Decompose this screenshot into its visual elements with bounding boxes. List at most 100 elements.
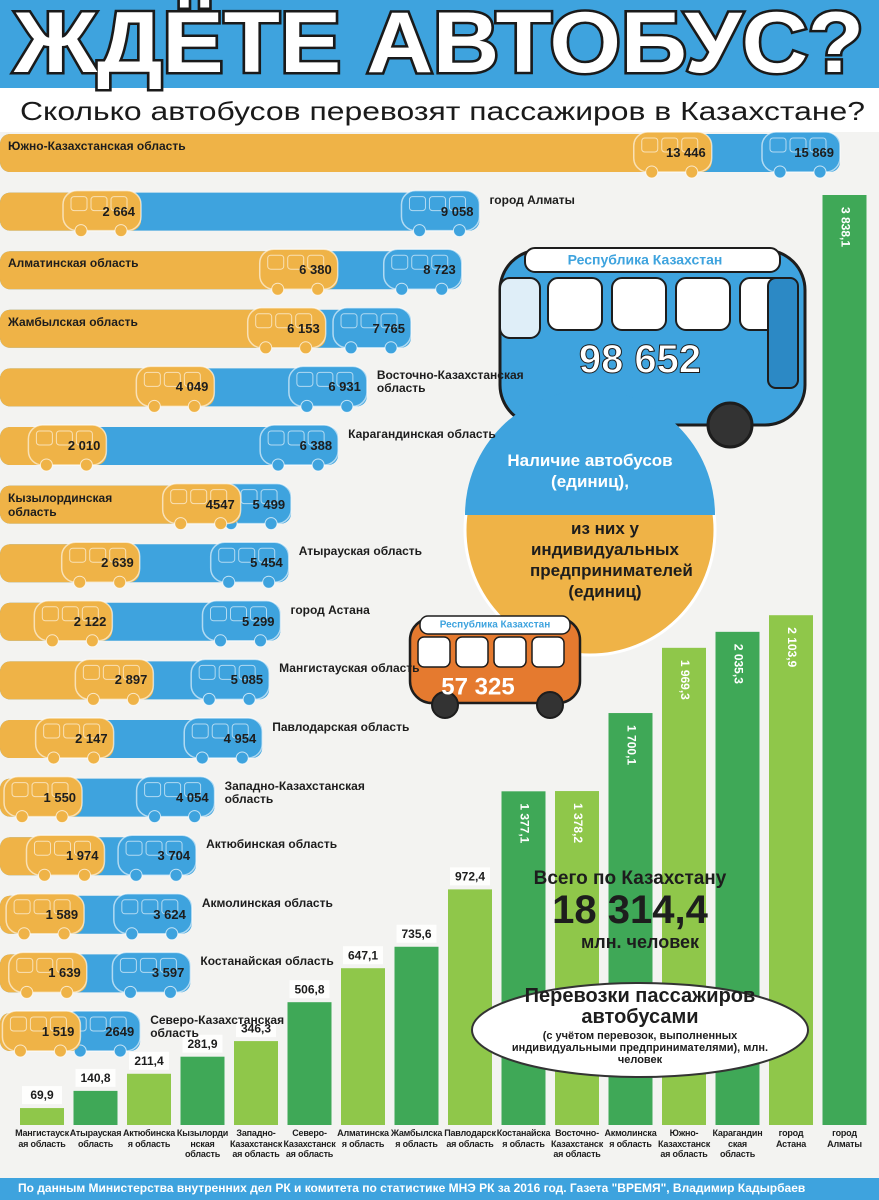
bus-wheel bbox=[300, 399, 314, 413]
legend-entry-individual: из них у индивидуальных предпринимателей… bbox=[530, 519, 693, 601]
value-label-box bbox=[396, 924, 437, 943]
bus-wheel bbox=[55, 810, 69, 824]
value-label: 2 035,3 bbox=[731, 644, 745, 684]
value-label: 2649 bbox=[105, 1024, 135, 1039]
bus-window bbox=[287, 254, 305, 270]
value-label-box bbox=[129, 1051, 169, 1070]
total-title: Всего по Казахстану bbox=[533, 868, 727, 889]
bar bbox=[448, 889, 492, 1125]
bus-window bbox=[231, 723, 249, 739]
bus-window bbox=[218, 547, 236, 563]
bus-decoration bbox=[3, 775, 83, 824]
bus-wheel bbox=[45, 634, 59, 648]
bus-window bbox=[143, 371, 161, 387]
bus-wheel bbox=[214, 517, 228, 531]
x-tick-label: Северо-Казахстанская область bbox=[283, 1128, 336, 1159]
bus-window bbox=[35, 430, 53, 446]
value-label-box bbox=[22, 1086, 62, 1105]
total-value: 18 314,4 bbox=[552, 888, 708, 932]
bus-wheel bbox=[222, 575, 236, 589]
category-label: Актюбинская область bbox=[206, 837, 338, 852]
bus-wheel bbox=[452, 224, 466, 238]
bus-wheel bbox=[53, 1044, 67, 1058]
bus-window bbox=[125, 840, 143, 856]
page-subtitle: Сколько автобусов перевозят пассажиров в… bbox=[20, 96, 865, 126]
bus-individual: Республика Казахстан 57 325 bbox=[408, 615, 582, 719]
category-label: Восточно-Казахстанская область bbox=[376, 368, 524, 396]
bus-window bbox=[238, 547, 256, 563]
bus-window bbox=[81, 606, 99, 622]
value-label: 2 664 bbox=[102, 203, 135, 219]
bus-window bbox=[295, 313, 313, 329]
bus-wheel bbox=[706, 401, 754, 449]
value-label: 4 049 bbox=[175, 379, 209, 395]
bus-wheel bbox=[123, 985, 137, 999]
x-tick-label: Акмолинская область bbox=[604, 1128, 657, 1149]
bus-decoration bbox=[259, 424, 339, 472]
bus-window bbox=[428, 196, 446, 212]
bus-wheel bbox=[77, 868, 91, 882]
bus-decoration bbox=[190, 658, 270, 706]
bus-wheel bbox=[536, 691, 564, 719]
bus-decoration bbox=[258, 248, 339, 296]
x-tick-label: город Астана bbox=[775, 1128, 807, 1149]
bus-window bbox=[119, 957, 137, 973]
bus-window bbox=[408, 196, 426, 212]
bus-roof bbox=[419, 615, 571, 635]
bus-decoration bbox=[135, 775, 216, 824]
category-label: Западно-Казахстанская область bbox=[224, 778, 365, 806]
bus-window bbox=[316, 371, 334, 387]
value-label: 2 897 bbox=[114, 672, 148, 688]
bar-individual bbox=[0, 134, 712, 172]
bus-window bbox=[51, 782, 69, 798]
category-label: Северо-Казахстанская область bbox=[150, 1013, 285, 1040]
bar bbox=[341, 968, 385, 1125]
value-label: 3 624 bbox=[153, 906, 186, 922]
bus-wheel bbox=[259, 341, 273, 355]
bus-window bbox=[70, 196, 88, 212]
subtitle-band bbox=[0, 88, 879, 132]
bus-window bbox=[33, 840, 51, 856]
category-label: Алматинская область bbox=[8, 256, 139, 271]
bus-window bbox=[336, 371, 354, 387]
bus-wheel bbox=[435, 282, 449, 296]
bus-window bbox=[89, 1016, 107, 1032]
bus-window bbox=[9, 1016, 27, 1032]
x-tick-label: город Алматы bbox=[827, 1128, 862, 1149]
value-label: 5 085 bbox=[230, 672, 264, 688]
bus-window bbox=[190, 489, 208, 505]
bus-window bbox=[165, 840, 183, 856]
bus-wheel bbox=[195, 751, 209, 765]
value-label: 735,6 bbox=[401, 927, 431, 941]
bus-window bbox=[307, 430, 325, 446]
bus-window bbox=[258, 547, 276, 563]
value-label: 3 838,1 bbox=[838, 207, 852, 247]
x-tick-label: Павлодарская область bbox=[444, 1128, 496, 1149]
bus-decoration bbox=[400, 189, 481, 238]
bus-wheel bbox=[645, 165, 659, 179]
bus-window bbox=[287, 430, 305, 446]
bus-window bbox=[161, 899, 179, 915]
x-tick-label: Южно-Казахстанская область bbox=[657, 1128, 711, 1159]
bus-window bbox=[41, 606, 59, 622]
value-label: 211,4 bbox=[134, 1054, 164, 1068]
bus-decoration bbox=[34, 717, 115, 765]
bus-wheel bbox=[299, 341, 313, 355]
bus-decoration bbox=[74, 658, 155, 706]
value-label: 1 519 bbox=[41, 1024, 75, 1039]
bus-wheel bbox=[264, 517, 278, 531]
x-tick-label: Кызылординская область bbox=[176, 1128, 229, 1159]
bus-decoration bbox=[161, 482, 242, 531]
bus-wheel bbox=[271, 458, 285, 472]
bus-window bbox=[63, 723, 81, 739]
category-label: Костанайская область bbox=[200, 954, 334, 969]
bus-wheel bbox=[79, 458, 93, 472]
total-unit: млн. человек bbox=[580, 932, 700, 952]
bus-wheel bbox=[163, 985, 177, 999]
bus-window bbox=[380, 313, 398, 329]
category-label: город Астана bbox=[290, 602, 370, 617]
category-label: Жамбылская область bbox=[8, 314, 138, 329]
bus-wheel bbox=[87, 751, 101, 765]
bus-wheel bbox=[17, 927, 31, 941]
